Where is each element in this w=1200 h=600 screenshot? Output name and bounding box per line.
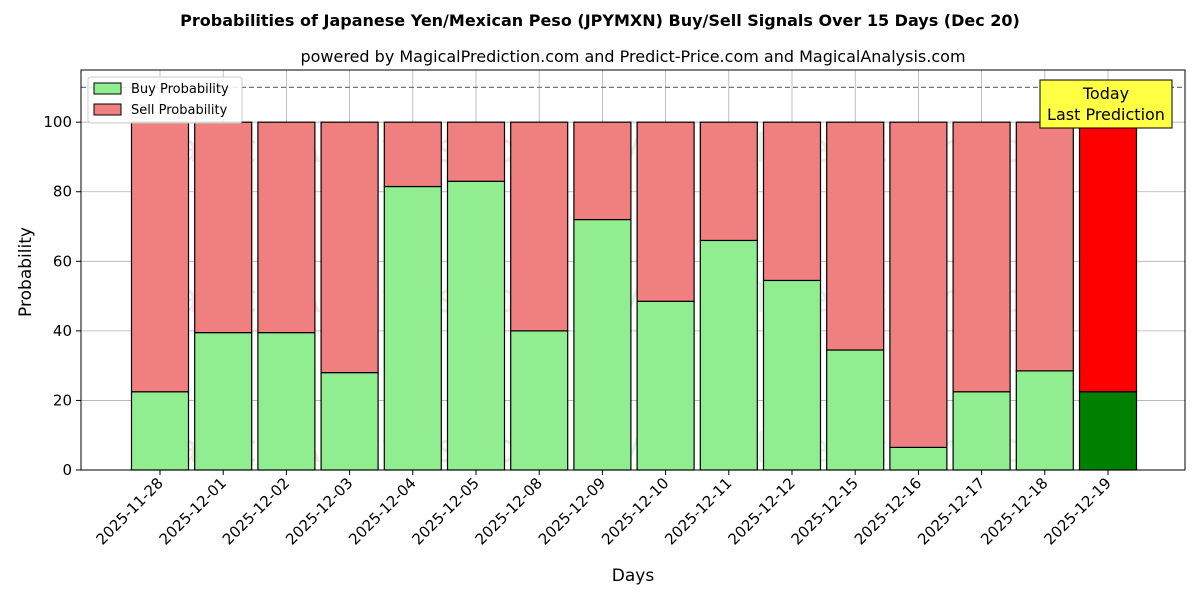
x-tick-label: 2025-12-12 <box>724 474 798 548</box>
sell-bar <box>510 121 569 332</box>
sell-bar <box>194 121 253 334</box>
legend-box <box>87 76 243 124</box>
buy-bar <box>762 279 822 471</box>
annotation-line-today: Today <box>1082 84 1129 103</box>
x-axis-label: Days <box>612 566 655 586</box>
x-tick-label: 2025-12-08 <box>472 474 546 548</box>
legend-label-buy: Buy Probability <box>131 82 229 97</box>
y-tick-label: 60 <box>53 252 72 270</box>
plot-frame <box>80 69 1186 471</box>
sell-bar <box>952 121 1011 393</box>
buy-bar <box>1015 370 1074 471</box>
x-tick-label: 2025-12-18 <box>977 474 1051 548</box>
sell-bar <box>826 121 885 351</box>
buy-bar <box>130 391 190 471</box>
buy-bar <box>636 300 695 471</box>
buy-bar <box>826 349 885 471</box>
x-tick-label: 2025-12-04 <box>345 474 419 548</box>
y-axis-label: Probability <box>16 227 36 317</box>
buy-bar <box>194 332 253 471</box>
legend: Buy Probability Sell Probability <box>87 76 243 124</box>
x-tick-label: 2025-11-28 <box>92 474 166 548</box>
sell-bar <box>762 121 822 282</box>
x-tick-label: 2025-12-10 <box>598 474 672 548</box>
chart-title: Probabilities of Japanese Yen/Mexican Pe… <box>180 11 1020 30</box>
buy-bar <box>952 391 1011 471</box>
x-tick-label: 2025-12-09 <box>535 474 609 548</box>
y-tick-label: 80 <box>53 183 72 201</box>
bars <box>130 121 1138 471</box>
x-tick-label: 2025-12-05 <box>408 474 482 548</box>
legend-label-sell: Sell Probability <box>131 103 228 118</box>
today-annotation: Today Last Prediction <box>1039 79 1173 129</box>
x-axis-ticks: 2025-11-282025-12-012025-12-022025-12-03… <box>92 470 1115 548</box>
buy-bar <box>383 185 442 471</box>
buy-bar <box>446 180 506 471</box>
annotation-box <box>1039 79 1173 129</box>
sell-bar <box>699 121 758 242</box>
sell-bar <box>257 121 316 334</box>
x-tick-label: 2025-12-11 <box>661 474 735 548</box>
y-tick-label: 100 <box>43 113 72 131</box>
y-tick-label: 40 <box>53 322 72 340</box>
sell-bar <box>889 121 948 448</box>
sell-bar <box>636 121 695 302</box>
y-axis-ticks: 0 20 40 60 80 100 <box>43 113 81 479</box>
chart-subtitle: powered by MagicalPrediction.com and Pre… <box>300 47 965 66</box>
sell-bar <box>573 121 632 221</box>
buy-bar <box>889 446 948 471</box>
sell-bar <box>383 121 442 188</box>
buy-bar <box>510 330 569 471</box>
x-tick-label: 2025-12-03 <box>282 474 356 548</box>
legend-swatch-sell <box>93 103 122 116</box>
buy-bar <box>573 218 632 471</box>
x-tick-label: 2025-12-15 <box>788 474 862 548</box>
sell-bar <box>446 121 506 182</box>
sell-bar <box>1015 121 1074 372</box>
sell-bar <box>320 121 379 374</box>
sell-bar <box>1078 121 1138 393</box>
buy-bar <box>699 239 758 471</box>
y-tick-label: 20 <box>53 391 72 409</box>
sell-bar <box>130 121 190 393</box>
x-tick-label: 2025-12-16 <box>851 474 925 548</box>
y-tick-label: 0 <box>62 461 72 479</box>
x-tick-label: 2025-12-02 <box>219 474 293 548</box>
x-tick-label: 2025-12-17 <box>914 474 988 548</box>
x-tick-label: 2025-12-01 <box>156 474 230 548</box>
buy-bar <box>257 332 316 471</box>
legend-swatch-buy <box>93 82 122 95</box>
buy-bar <box>320 372 379 471</box>
x-tick-label: 2025-12-19 <box>1040 474 1114 548</box>
annotation-line-last-prediction: Last Prediction <box>1047 105 1165 124</box>
buy-bar <box>1078 391 1138 471</box>
